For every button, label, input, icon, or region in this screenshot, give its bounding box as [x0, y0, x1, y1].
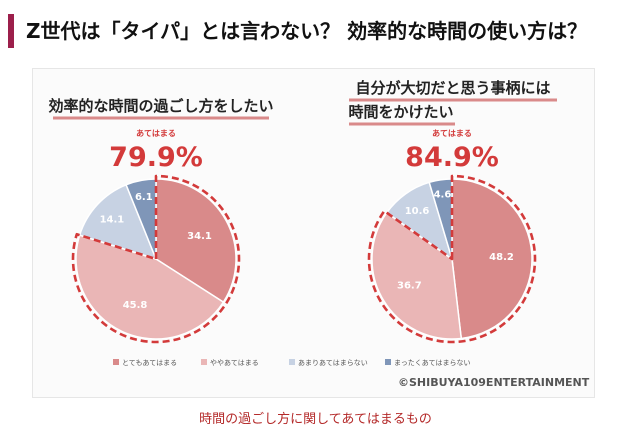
- chart-2-pie: 48.2 36.7 10.6 4.6: [367, 174, 537, 344]
- legend-label-2: ややあてはまる: [210, 359, 259, 367]
- chart-2-value-label-3: 10.6: [405, 206, 430, 217]
- legend: とてもあてはまる ややあてはまる あまりあてはまらない まったくあてはまらない: [113, 359, 470, 367]
- chart-1-slice-2: [75, 234, 225, 340]
- legend-label-3: あまりあてはまらない: [298, 359, 368, 367]
- chart-2-value-label-4: 4.6: [434, 189, 452, 200]
- chart-2-highlight-value: 84.9%: [405, 142, 499, 173]
- figure-caption: 時間の過ごし方に関してあてはまるもの: [199, 412, 432, 427]
- copyright-text: ©SHIBUYA109ENTERTAINMENT: [398, 376, 590, 389]
- page-headline: Z世代は「タイパ」とは言わない？ 効率的な時間の使い方は？: [8, 14, 587, 48]
- chart-1-highlight-outline: [71, 174, 241, 344]
- chart-2-highlight-outline: [367, 174, 537, 344]
- legend-swatch-2: [201, 359, 207, 365]
- chart-2-title-line-2: 時間をかけたい: [348, 103, 453, 121]
- chart-2-slice-2: [371, 211, 463, 340]
- survey-figure: 効率的な時間の過ごし方をしたい 自分が大切だと思う事柄には 時間をかけたい あて…: [32, 68, 595, 398]
- chart-1-pie: 34.1 45.8 14.1 6.1: [71, 174, 241, 344]
- chart-1-title: 効率的な時間の過ごし方をしたい: [48, 97, 273, 115]
- chart-2-slice-1: [451, 178, 533, 340]
- chart-1-highlight-label: あてはまる: [136, 129, 176, 138]
- chart-1-value-label-2: 45.8: [123, 300, 148, 311]
- chart-1-value-label-3: 14.1: [100, 214, 125, 225]
- chart-1-value-label-1: 34.1: [187, 231, 212, 242]
- legend-label-1: とてもあてはまる: [122, 359, 177, 367]
- chart-2-value-label-1: 48.2: [489, 252, 514, 263]
- legend-swatch-4: [385, 359, 391, 365]
- chart-2-value-label-2: 36.7: [397, 280, 422, 291]
- pie-charts: 効率的な時間の過ごし方をしたい 自分が大切だと思う事柄には 時間をかけたい あて…: [48, 79, 590, 389]
- legend-label-4: まったくあてはまらない: [394, 359, 470, 367]
- chart-2-highlight-label: あてはまる: [432, 129, 472, 138]
- legend-swatch-3: [289, 359, 295, 365]
- chart-2-title-line-1: 自分が大切だと思う事柄には: [355, 79, 550, 97]
- chart-1-value-label-4: 6.1: [135, 192, 153, 203]
- legend-swatch-1: [113, 359, 119, 365]
- chart-1-highlight-value: 79.9%: [109, 142, 203, 173]
